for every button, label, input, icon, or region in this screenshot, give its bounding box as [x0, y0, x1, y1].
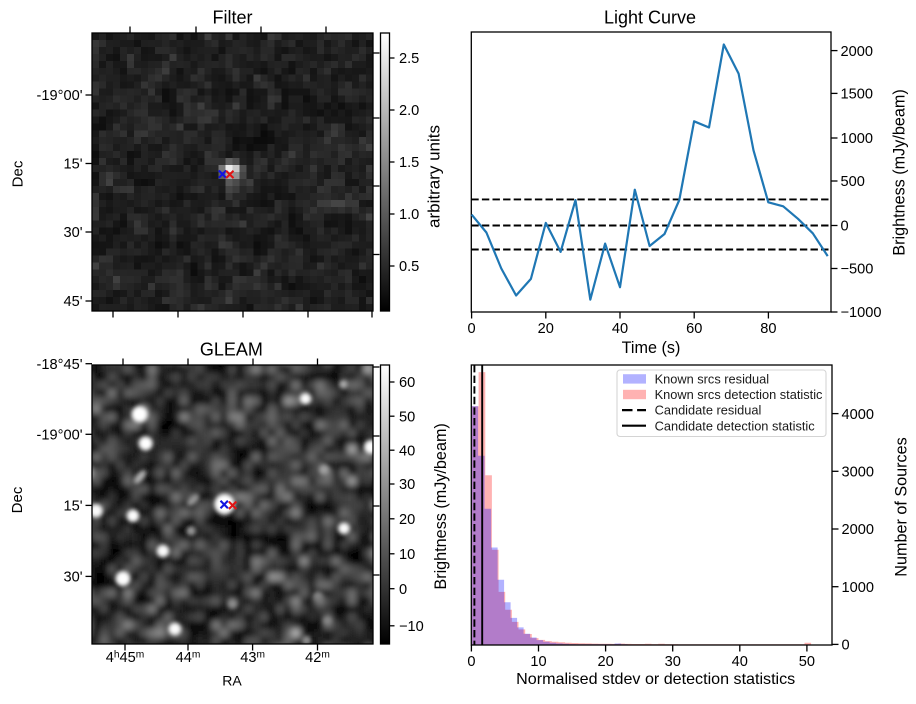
svg-text:2000: 2000	[842, 522, 874, 538]
svg-text:80: 80	[760, 321, 776, 337]
svg-text:50: 50	[799, 654, 815, 670]
svg-text:0.5: 0.5	[399, 259, 419, 275]
svg-text:2.5: 2.5	[399, 51, 419, 67]
svg-text:Dec: Dec	[9, 486, 26, 513]
svg-text:3000: 3000	[842, 465, 874, 481]
svg-text:20: 20	[597, 654, 613, 670]
svg-text:1000: 1000	[841, 131, 873, 147]
svg-text:Filter: Filter	[213, 8, 253, 28]
svg-text:2.0: 2.0	[399, 103, 419, 119]
svg-text:4000: 4000	[842, 407, 874, 423]
svg-text:Brightness (mJy/beam): Brightness (mJy/beam)	[891, 89, 909, 255]
svg-text:1.5: 1.5	[399, 155, 419, 171]
svg-text:Candidate detection statistic: Candidate detection statistic	[655, 418, 816, 433]
svg-text:40: 40	[399, 443, 415, 459]
svg-text:Normalised stdev or detection: Normalised stdev or detection statistics	[516, 670, 795, 688]
svg-text:15': 15'	[63, 499, 82, 515]
svg-text:30': 30'	[63, 225, 82, 241]
svg-text:2000: 2000	[841, 44, 873, 60]
svg-text:-19°00': -19°00'	[37, 428, 83, 444]
svg-text:arbitrary units: arbitrary units	[425, 125, 444, 228]
svg-text:10: 10	[530, 654, 546, 670]
svg-text:30: 30	[665, 654, 681, 670]
svg-text:1500: 1500	[841, 87, 873, 103]
svg-text:0: 0	[468, 321, 476, 337]
svg-text:0: 0	[842, 638, 850, 654]
svg-text:Light Curve: Light Curve	[604, 7, 696, 27]
svg-text:500: 500	[841, 174, 865, 190]
svg-text:Candidate residual: Candidate residual	[655, 403, 762, 418]
svg-text:Known srcs detection statistic: Known srcs detection statistic	[655, 387, 823, 402]
svg-text:Known srcs residual: Known srcs residual	[655, 372, 770, 387]
svg-text:−10: −10	[399, 619, 424, 635]
svg-text:20: 20	[538, 321, 554, 337]
svg-text:−1000: −1000	[841, 305, 882, 321]
svg-text:RA: RA	[222, 673, 242, 689]
svg-text:1.0: 1.0	[399, 207, 419, 223]
svg-text:−500: −500	[841, 262, 874, 278]
svg-text:10: 10	[399, 547, 415, 563]
svg-text:40: 40	[732, 654, 748, 670]
svg-text:60: 60	[686, 321, 702, 337]
svg-text:30': 30'	[63, 570, 82, 586]
svg-text:50: 50	[399, 409, 415, 425]
svg-text:0: 0	[399, 582, 407, 598]
svg-text:40: 40	[612, 321, 628, 337]
svg-text:1000: 1000	[842, 580, 874, 596]
svg-text:-19°00': -19°00'	[37, 88, 83, 104]
svg-text:30: 30	[399, 477, 415, 493]
svg-text:0: 0	[467, 654, 475, 670]
svg-text:-18°45': -18°45'	[37, 357, 83, 373]
svg-text:Dec: Dec	[10, 160, 27, 187]
svg-text:20: 20	[399, 512, 415, 528]
svg-text:Brightness (mJy/beam): Brightness (mJy/beam)	[432, 423, 450, 589]
svg-text:45': 45'	[63, 294, 82, 310]
svg-text:GLEAM: GLEAM	[200, 340, 263, 360]
svg-text:Number of Sources: Number of Sources	[893, 437, 911, 576]
svg-text:15': 15'	[63, 157, 82, 173]
svg-text:0: 0	[841, 219, 849, 235]
svg-text:60: 60	[399, 375, 415, 391]
svg-text:Time (s): Time (s)	[622, 339, 681, 357]
